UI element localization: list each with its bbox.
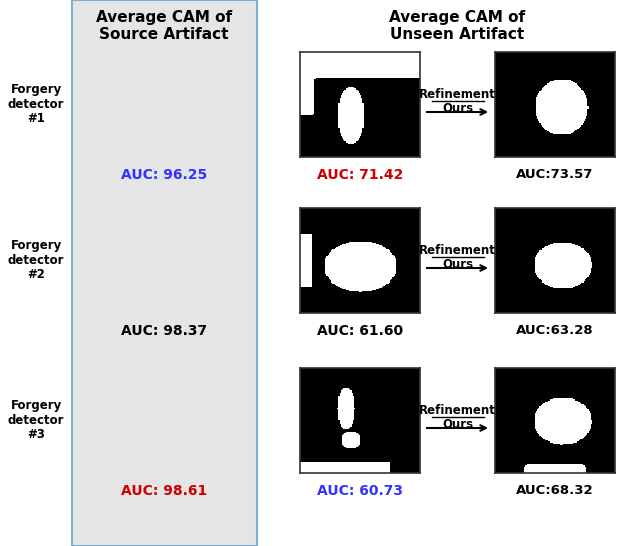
Bar <box>72 0 257 546</box>
Text: Forgery
detector
#1: Forgery detector #1 <box>8 82 64 126</box>
Text: AUC: 61.60: AUC: 61.60 <box>317 324 403 338</box>
Text: AUC: 98.61: AUC: 98.61 <box>121 484 207 498</box>
Text: AUC: 96.25: AUC: 96.25 <box>121 168 207 182</box>
Text: Ours: Ours <box>442 418 473 431</box>
Text: AUC: 71.42: AUC: 71.42 <box>317 168 403 182</box>
Text: Ours: Ours <box>442 258 473 271</box>
Text: Refinement: Refinement <box>419 87 496 100</box>
Text: AUC: 98.37: AUC: 98.37 <box>121 324 207 338</box>
Text: Refinement: Refinement <box>419 403 496 417</box>
Text: AUC:73.57: AUC:73.57 <box>516 169 594 181</box>
Text: Forgery
detector
#2: Forgery detector #2 <box>8 239 64 282</box>
Text: AUC: 60.73: AUC: 60.73 <box>317 484 403 498</box>
Text: Average CAM of
Source Artifact: Average CAM of Source Artifact <box>96 10 232 43</box>
Text: Forgery
detector
#3: Forgery detector #3 <box>8 399 64 442</box>
Text: Ours: Ours <box>442 103 473 116</box>
Text: Refinement: Refinement <box>419 244 496 257</box>
Text: AUC:68.32: AUC:68.32 <box>516 484 594 497</box>
Text: AUC:63.28: AUC:63.28 <box>516 324 594 337</box>
Text: Average CAM of
Unseen Artifact: Average CAM of Unseen Artifact <box>389 10 525 43</box>
